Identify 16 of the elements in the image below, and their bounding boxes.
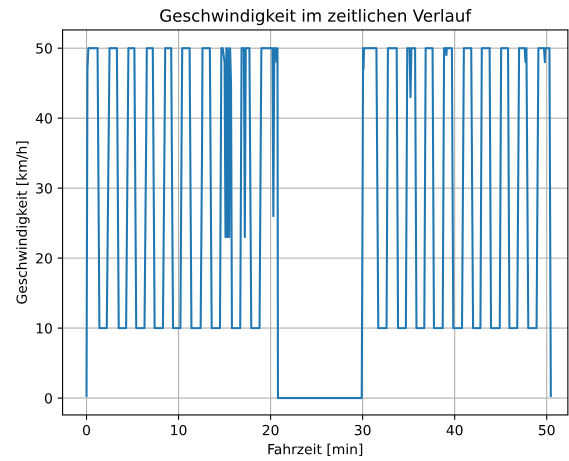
x-tick-label: 0 bbox=[83, 424, 90, 436]
x-tick-label: 30 bbox=[354, 424, 371, 436]
x-tick-label: 20 bbox=[262, 424, 279, 436]
y-tick-label: 10 bbox=[36, 323, 52, 334]
x-tick-label: 10 bbox=[171, 424, 186, 436]
chart-title: Geschwindigkeit im zeitlichen Verlauf bbox=[160, 8, 472, 26]
y-tick-label: 30 bbox=[36, 183, 52, 194]
x-tick-label: 40 bbox=[446, 424, 463, 436]
x-tick-label: 50 bbox=[538, 424, 555, 436]
y-tick-label: 50 bbox=[36, 43, 52, 54]
y-tick-label: 20 bbox=[36, 253, 52, 264]
line-series bbox=[85, 47, 552, 400]
y-tick-label: 40 bbox=[36, 113, 52, 124]
y-axis-title: Geschwindigkeit [km/h] bbox=[16, 142, 30, 304]
x-axis-title: Fahrzeit [min] bbox=[268, 444, 362, 456]
y-tick-label: 0 bbox=[44, 393, 52, 404]
